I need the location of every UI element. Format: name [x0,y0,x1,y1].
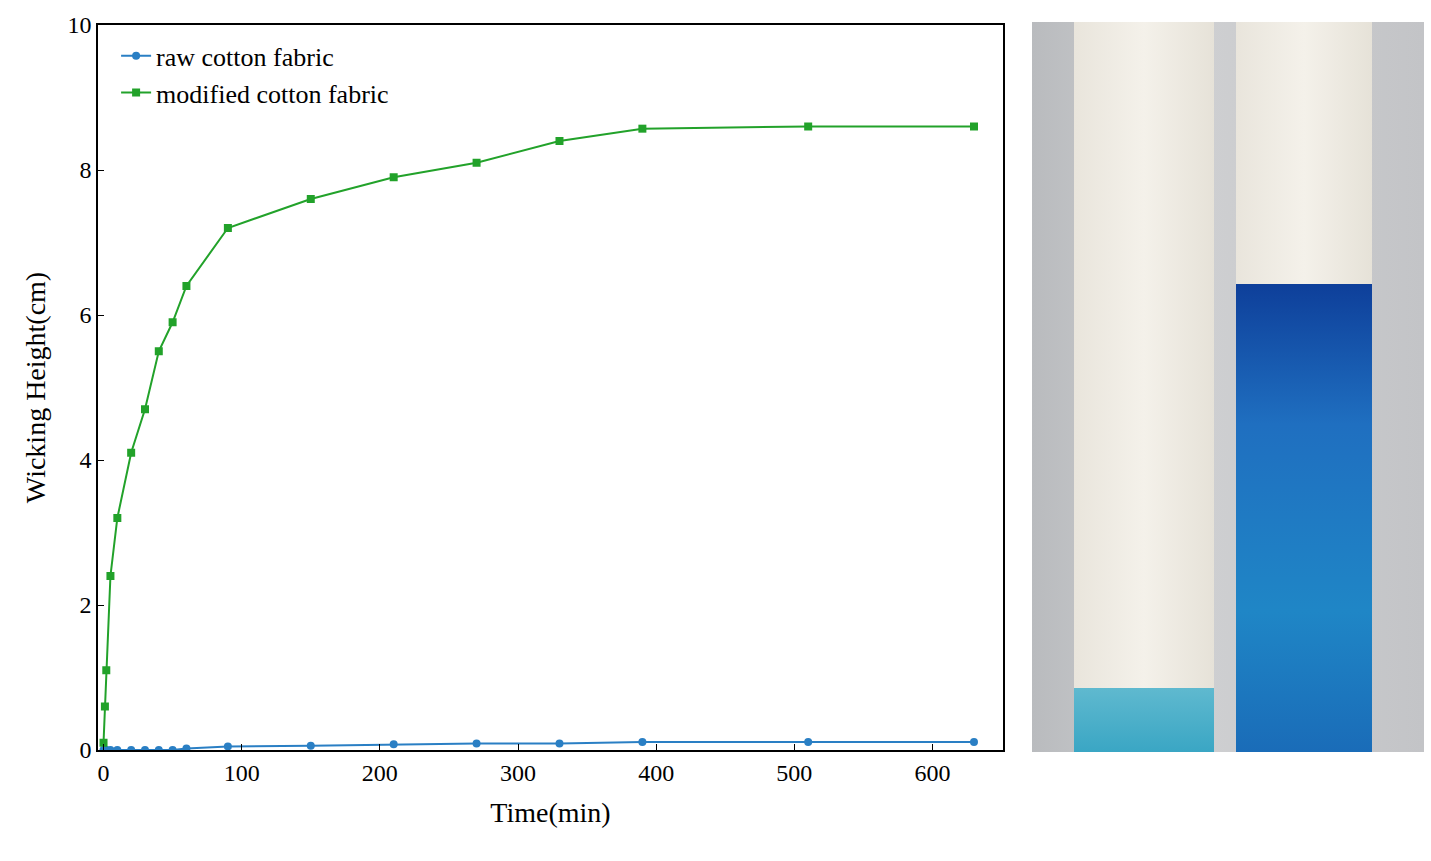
svg-text:Wicking Height(cm): Wicking Height(cm) [20,272,51,503]
svg-text:100: 100 [224,760,260,786]
svg-text:400: 400 [638,760,674,786]
svg-text:Time(min): Time(min) [490,797,610,828]
svg-text:200: 200 [362,760,398,786]
svg-text:8: 8 [79,157,91,183]
svg-text:0: 0 [79,737,91,763]
svg-text:300: 300 [500,760,536,786]
svg-text:0: 0 [98,760,110,786]
svg-text:10: 10 [67,12,91,38]
svg-text:500: 500 [776,760,812,786]
svg-text:raw cotton fabric: raw cotton fabric [156,43,334,72]
svg-text:2: 2 [79,592,91,618]
svg-text:600: 600 [915,760,951,786]
svg-text:modified cotton fabric: modified cotton fabric [156,80,388,109]
svg-text:6: 6 [79,302,91,328]
svg-text:4: 4 [79,447,91,473]
